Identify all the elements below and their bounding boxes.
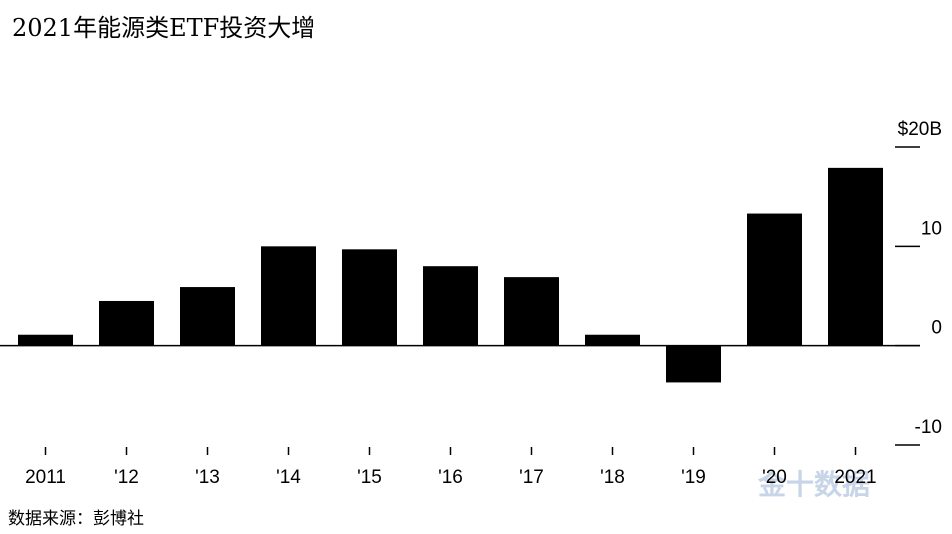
bar [180, 287, 235, 346]
x-tick-label: 2021 [834, 467, 876, 488]
y-tick-label: 0 [931, 318, 942, 339]
x-tick-label: '13 [195, 467, 220, 488]
x-tick-label: '15 [357, 467, 382, 488]
chart-title: 2021年能源类ETF投资大增 [12, 14, 315, 42]
y-tick-label: -10 [915, 417, 942, 438]
y-tick-label: 10 [921, 218, 942, 239]
x-tick-label: '17 [519, 467, 544, 488]
x-tick-label: '18 [600, 467, 625, 488]
y-tick-label: $20B [898, 119, 942, 140]
bar [342, 249, 397, 346]
bar [828, 167, 883, 346]
bar [423, 266, 478, 346]
source: 数据来源：彭博社 [8, 509, 144, 529]
bar [504, 277, 559, 346]
x-tick-label: '20 [762, 467, 787, 488]
x-tick-label: 2011 [25, 467, 66, 488]
bar [666, 345, 721, 383]
bar [18, 334, 73, 346]
x-tick-label: '14 [276, 467, 301, 488]
bar [585, 334, 640, 346]
watermark: 金十数据 [757, 468, 870, 500]
bar [747, 213, 802, 346]
bar [261, 246, 316, 346]
x-tick-label: '16 [438, 467, 463, 488]
x-tick-label: '12 [114, 467, 139, 488]
x-tick-label: '19 [681, 467, 706, 488]
bar [99, 300, 154, 346]
